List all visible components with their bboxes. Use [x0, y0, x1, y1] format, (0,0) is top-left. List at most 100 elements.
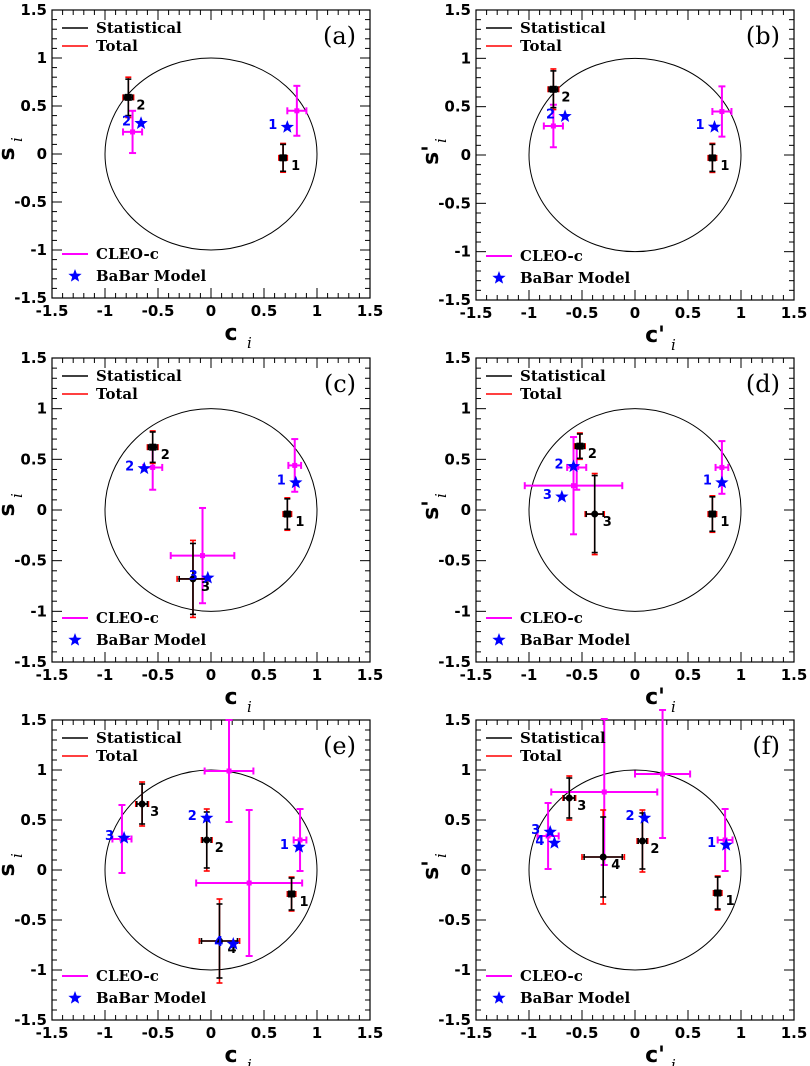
babar-star: [201, 570, 215, 584]
y-axis-title-sub: i: [8, 853, 26, 858]
legend-babar: BaBar Model: [96, 267, 207, 285]
measurement-point: 1: [278, 142, 300, 174]
measurement-marker: [549, 85, 557, 93]
y-tick-label: 1: [37, 49, 47, 67]
x-tick-label: 0: [630, 1024, 640, 1042]
measurement-marker: [708, 154, 716, 162]
measurement-label: 3: [201, 580, 210, 595]
babar-label: 2: [554, 457, 563, 472]
cleo-marker: [297, 837, 303, 843]
y-tick-label: 1.5: [20, 1, 47, 19]
legend-babar-star: [68, 633, 82, 646]
measurement-point: 2: [146, 430, 170, 465]
cleo-point: [122, 109, 144, 155]
babar-star: [226, 937, 240, 950]
measurement-label: 1: [291, 159, 300, 174]
y-tick-label: -1.5: [14, 653, 47, 671]
babar-point: 3: [105, 829, 131, 844]
babar-point: 1: [277, 474, 303, 489]
y-tick-label: -0.5: [438, 194, 471, 212]
legend-babar-star: [492, 633, 506, 646]
measurement-label: 4: [611, 858, 620, 873]
measurement-point: 1: [707, 142, 729, 174]
babar-label: 2: [188, 809, 197, 824]
y-axis-title-group: si: [0, 137, 26, 161]
x-axis-title: c': [645, 685, 665, 710]
y-axis-title-group: s' i: [419, 853, 450, 880]
legend-babar: BaBar Model: [520, 631, 631, 649]
x-tick-label: 0: [206, 302, 216, 320]
babar-label: 4: [214, 935, 223, 950]
babar-star: [117, 831, 131, 844]
measurement-label: 2: [215, 841, 224, 856]
y-tick-label: 0.5: [20, 811, 47, 829]
babar-star: [637, 811, 652, 824]
y-tick-label: 1: [461, 49, 471, 67]
babar-label: 3: [531, 823, 540, 838]
babar-star: [280, 120, 294, 133]
measurement-label: 3: [603, 515, 612, 530]
measurement-label: 3: [150, 805, 159, 820]
cleo-marker: [150, 464, 156, 470]
panel-c: -1.5-1-0.500.511.5-1.5-1-0.500.511.5cisi…: [0, 349, 383, 716]
y-tick-label: 0.5: [444, 811, 471, 829]
y-axis-title: s: [0, 863, 20, 876]
measurement-marker: [638, 837, 646, 845]
y-tick-label: 1: [461, 761, 471, 779]
babar-star: [719, 838, 733, 851]
x-tick-label: 0.5: [251, 666, 278, 684]
x-tick-label: -0.5: [142, 302, 175, 320]
y-axis-title-sub: i: [432, 853, 450, 858]
babar-label: 1: [277, 474, 286, 489]
panel-label: (c): [324, 370, 356, 398]
x-tick-label: 1: [312, 666, 322, 684]
y-tick-label: -0.5: [14, 193, 47, 211]
babar-point: 3: [531, 823, 557, 838]
babar-point: 3: [543, 488, 569, 503]
x-tick-label: 1.5: [357, 1024, 384, 1042]
y-tick-label: -1: [30, 602, 47, 620]
panel-e: -1.5-1-0.500.511.5-1.5-1-0.500.511.5cisi…: [0, 711, 383, 1066]
cleo-marker: [246, 880, 252, 886]
x-tick-label: -1: [521, 666, 538, 684]
y-tick-label: 1.5: [444, 349, 471, 367]
x-tick-label: 1: [736, 666, 746, 684]
panel-a: -1.5-1-0.500.511.5-1.5-1-0.500.511.5cisi…: [0, 1, 383, 352]
measurement-label: 4: [227, 942, 236, 957]
babar-label: 2: [546, 107, 555, 122]
legend-babar-star: [68, 269, 82, 282]
measurement-marker: [599, 853, 607, 861]
y-tick-label: 1: [37, 400, 47, 418]
measurement-label: 2: [650, 842, 659, 857]
x-axis-title-sub: i: [671, 1056, 676, 1066]
x-tick-label: -0.5: [142, 1024, 175, 1042]
unit-circle: [104, 769, 318, 971]
babar-label: 3: [189, 569, 198, 584]
cleo-point: [169, 506, 236, 605]
x-tick-label: 1: [736, 1024, 746, 1042]
legend-total: Total: [520, 747, 562, 765]
measurement-marker: [279, 154, 287, 162]
x-axis-title-sub: i: [671, 698, 676, 716]
measurement-marker: [149, 443, 157, 451]
y-tick-label: 0.5: [444, 98, 471, 116]
x-tick-label: 1.5: [357, 302, 384, 320]
babar-point: 2: [125, 459, 151, 474]
y-axis-title-sub: i: [8, 137, 26, 142]
babar-label: 2: [125, 459, 134, 474]
measurement-label: 1: [720, 159, 729, 174]
panel-f: -1.5 -1 -0.5 0 0.5 1 1.5-1.5-1-0.500.511.5c' is…: [419, 709, 807, 1066]
legend-babar: BaBar Model: [520, 269, 631, 287]
babar-star: [543, 825, 557, 838]
legend-statistical: Statistical: [96, 729, 182, 747]
measurement-marker: [138, 800, 146, 808]
y-tick-label: 1.5: [20, 711, 47, 729]
y-tick-label: 1.5: [20, 349, 47, 367]
measurement-label: 2: [161, 448, 170, 463]
cleo-marker: [660, 771, 666, 777]
x-tick-label: -1: [521, 304, 538, 322]
x-axis-title-sub: i: [247, 1056, 252, 1066]
